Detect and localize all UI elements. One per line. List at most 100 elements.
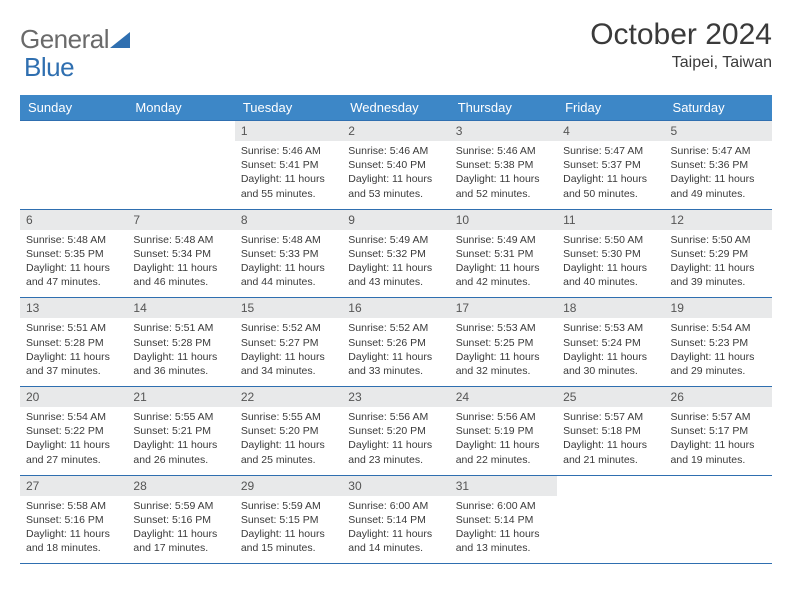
day-details: Sunrise: 6:00 AMSunset: 5:14 PMDaylight:… bbox=[342, 496, 449, 564]
calendar-week-row: 6Sunrise: 5:48 AMSunset: 5:35 PMDaylight… bbox=[20, 209, 772, 298]
weekday-header: Thursday bbox=[450, 95, 557, 121]
day-details: Sunrise: 5:51 AMSunset: 5:28 PMDaylight:… bbox=[20, 318, 127, 386]
day-details: Sunrise: 5:48 AMSunset: 5:33 PMDaylight:… bbox=[235, 230, 342, 298]
daylight-text: Daylight: 11 hours and 36 minutes. bbox=[133, 350, 228, 378]
day-number: 30 bbox=[342, 476, 449, 496]
day-number: 1 bbox=[235, 121, 342, 141]
day-number: 2 bbox=[342, 121, 449, 141]
day-details: Sunrise: 5:55 AMSunset: 5:20 PMDaylight:… bbox=[235, 407, 342, 475]
day-details: Sunrise: 6:00 AMSunset: 5:14 PMDaylight:… bbox=[450, 496, 557, 564]
sunrise-text: Sunrise: 5:56 AM bbox=[348, 410, 443, 424]
daylight-text: Daylight: 11 hours and 30 minutes. bbox=[563, 350, 658, 378]
day-details: Sunrise: 5:56 AMSunset: 5:20 PMDaylight:… bbox=[342, 407, 449, 475]
logo-triangle-icon bbox=[110, 30, 130, 53]
calendar-day-cell: 24Sunrise: 5:56 AMSunset: 5:19 PMDayligh… bbox=[450, 387, 557, 476]
day-number: 21 bbox=[127, 387, 234, 407]
calendar-day-cell: 6 Sunrise: 5:48 AMSunset: 5:35 PMDaylight… bbox=[20, 209, 127, 298]
day-details: Sunrise: 5:59 AMSunset: 5:15 PMDaylight:… bbox=[235, 496, 342, 564]
calendar-day-cell: 10Sunrise: 5:49 AMSunset: 5:31 PMDayligh… bbox=[450, 209, 557, 298]
sunset-text: Sunset: 5:28 PM bbox=[133, 336, 228, 350]
logo-text-blue: Blue bbox=[24, 52, 74, 82]
day-details: Sunrise: 5:57 AMSunset: 5:18 PMDaylight:… bbox=[557, 407, 664, 475]
sunset-text: Sunset: 5:16 PM bbox=[26, 513, 121, 527]
day-number: 26 bbox=[665, 387, 772, 407]
daylight-text: Daylight: 11 hours and 53 minutes. bbox=[348, 172, 443, 200]
weekday-header: Sunday bbox=[20, 95, 127, 121]
day-number: 3 bbox=[450, 121, 557, 141]
daylight-text: Daylight: 11 hours and 37 minutes. bbox=[26, 350, 121, 378]
sunrise-text: Sunrise: 5:47 AM bbox=[563, 144, 658, 158]
sunset-text: Sunset: 5:14 PM bbox=[348, 513, 443, 527]
sunset-text: Sunset: 5:20 PM bbox=[241, 424, 336, 438]
day-number: 17 bbox=[450, 298, 557, 318]
sunset-text: Sunset: 5:29 PM bbox=[671, 247, 766, 261]
calendar-day-cell: 17Sunrise: 5:53 AMSunset: 5:25 PMDayligh… bbox=[450, 298, 557, 387]
sunset-text: Sunset: 5:21 PM bbox=[133, 424, 228, 438]
sunrise-text: Sunrise: 5:58 AM bbox=[26, 499, 121, 513]
day-details: Sunrise: 5:52 AMSunset: 5:27 PMDaylight:… bbox=[235, 318, 342, 386]
daylight-text: Daylight: 11 hours and 27 minutes. bbox=[26, 438, 121, 466]
daylight-text: Daylight: 11 hours and 18 minutes. bbox=[26, 527, 121, 555]
day-number: 6 bbox=[20, 210, 127, 230]
daylight-text: Daylight: 11 hours and 43 minutes. bbox=[348, 261, 443, 289]
daylight-text: Daylight: 11 hours and 25 minutes. bbox=[241, 438, 336, 466]
daylight-text: Daylight: 11 hours and 52 minutes. bbox=[456, 172, 551, 200]
day-details: Sunrise: 5:57 AMSunset: 5:17 PMDaylight:… bbox=[665, 407, 772, 475]
daylight-text: Daylight: 11 hours and 29 minutes. bbox=[671, 350, 766, 378]
daylight-text: Daylight: 11 hours and 19 minutes. bbox=[671, 438, 766, 466]
daylight-text: Daylight: 11 hours and 47 minutes. bbox=[26, 261, 121, 289]
day-number: 20 bbox=[20, 387, 127, 407]
sunrise-text: Sunrise: 6:00 AM bbox=[456, 499, 551, 513]
sunrise-text: Sunrise: 5:50 AM bbox=[671, 233, 766, 247]
sunrise-text: Sunrise: 5:49 AM bbox=[348, 233, 443, 247]
calendar-day-cell: 25Sunrise: 5:57 AMSunset: 5:18 PMDayligh… bbox=[557, 387, 664, 476]
calendar-body: 1Sunrise: 5:46 AMSunset: 5:41 PMDaylight… bbox=[20, 121, 772, 564]
sunset-text: Sunset: 5:38 PM bbox=[456, 158, 551, 172]
day-details: Sunrise: 5:50 AMSunset: 5:30 PMDaylight:… bbox=[557, 230, 664, 298]
sunrise-text: Sunrise: 5:46 AM bbox=[348, 144, 443, 158]
day-details: Sunrise: 5:49 AMSunset: 5:31 PMDaylight:… bbox=[450, 230, 557, 298]
day-number: 24 bbox=[450, 387, 557, 407]
sunset-text: Sunset: 5:22 PM bbox=[26, 424, 121, 438]
day-details: Sunrise: 5:53 AMSunset: 5:24 PMDaylight:… bbox=[557, 318, 664, 386]
calendar-day-cell: 26Sunrise: 5:57 AMSunset: 5:17 PMDayligh… bbox=[665, 387, 772, 476]
day-number: 5 bbox=[665, 121, 772, 141]
sunrise-text: Sunrise: 5:48 AM bbox=[241, 233, 336, 247]
day-number: 27 bbox=[20, 476, 127, 496]
day-number: 14 bbox=[127, 298, 234, 318]
day-number: 19 bbox=[665, 298, 772, 318]
sunrise-text: Sunrise: 5:46 AM bbox=[456, 144, 551, 158]
day-details: Sunrise: 5:46 AMSunset: 5:41 PMDaylight:… bbox=[235, 141, 342, 209]
sunset-text: Sunset: 5:28 PM bbox=[26, 336, 121, 350]
sunset-text: Sunset: 5:34 PM bbox=[133, 247, 228, 261]
daylight-text: Daylight: 11 hours and 32 minutes. bbox=[456, 350, 551, 378]
daylight-text: Daylight: 11 hours and 55 minutes. bbox=[241, 172, 336, 200]
sunrise-text: Sunrise: 5:57 AM bbox=[563, 410, 658, 424]
day-number: 8 bbox=[235, 210, 342, 230]
sunrise-text: Sunrise: 5:48 AM bbox=[26, 233, 121, 247]
daylight-text: Daylight: 11 hours and 15 minutes. bbox=[241, 527, 336, 555]
day-number: 23 bbox=[342, 387, 449, 407]
sunset-text: Sunset: 5:17 PM bbox=[671, 424, 766, 438]
month-title: October 2024 bbox=[590, 18, 772, 52]
calendar-day-cell: 5Sunrise: 5:47 AMSunset: 5:36 PMDaylight… bbox=[665, 121, 772, 210]
sunrise-text: Sunrise: 5:56 AM bbox=[456, 410, 551, 424]
weekday-header: Saturday bbox=[665, 95, 772, 121]
sunrise-text: Sunrise: 5:47 AM bbox=[671, 144, 766, 158]
weekday-header: Tuesday bbox=[235, 95, 342, 121]
sunset-text: Sunset: 5:18 PM bbox=[563, 424, 658, 438]
day-number: 31 bbox=[450, 476, 557, 496]
day-number: 29 bbox=[235, 476, 342, 496]
sunrise-text: Sunrise: 5:52 AM bbox=[241, 321, 336, 335]
calendar-day-cell: 20Sunrise: 5:54 AMSunset: 5:22 PMDayligh… bbox=[20, 387, 127, 476]
weekday-header: Wednesday bbox=[342, 95, 449, 121]
calendar-day-cell: 8Sunrise: 5:48 AMSunset: 5:33 PMDaylight… bbox=[235, 209, 342, 298]
day-number: 18 bbox=[557, 298, 664, 318]
calendar-week-row: 13Sunrise: 5:51 AMSunset: 5:28 PMDayligh… bbox=[20, 298, 772, 387]
daylight-text: Daylight: 11 hours and 22 minutes. bbox=[456, 438, 551, 466]
sunset-text: Sunset: 5:35 PM bbox=[26, 247, 121, 261]
sunrise-text: Sunrise: 5:50 AM bbox=[563, 233, 658, 247]
sunset-text: Sunset: 5:41 PM bbox=[241, 158, 336, 172]
day-details: Sunrise: 5:46 AMSunset: 5:40 PMDaylight:… bbox=[342, 141, 449, 209]
sunrise-text: Sunrise: 5:57 AM bbox=[671, 410, 766, 424]
